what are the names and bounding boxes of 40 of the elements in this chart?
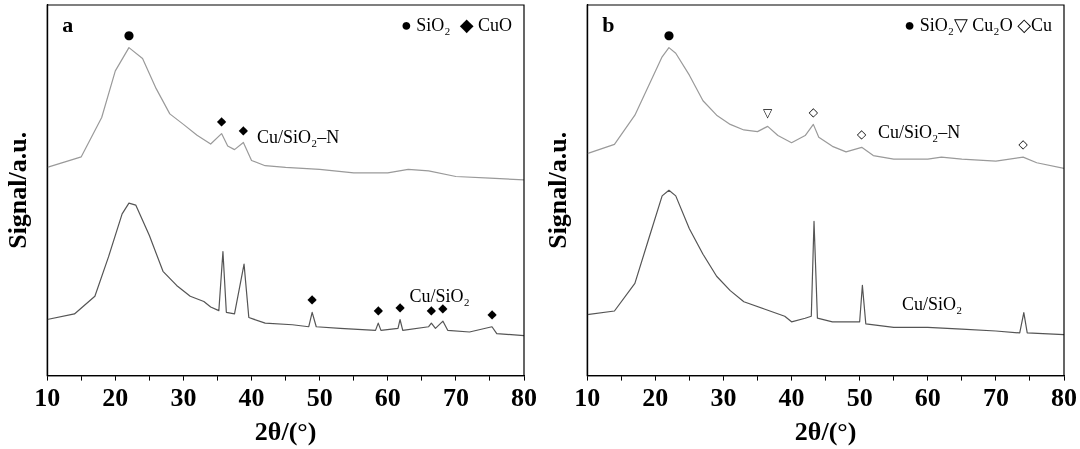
x-tick-label: 20 (102, 382, 129, 412)
annotation: ◇ (1018, 137, 1029, 152)
x-tick-label: 50 (846, 382, 873, 412)
x-tick-label: 80 (1051, 382, 1077, 412)
text: ● SiO₂ ◆ CuO (400, 14, 512, 35)
chart-title: a (62, 11, 74, 37)
x-tick-label: 40 (238, 382, 265, 412)
annotation: ◇ (857, 127, 868, 142)
x-tick-label: 70 (982, 382, 1009, 412)
chart-title: b (602, 11, 615, 37)
annotation: ◆ (373, 303, 384, 318)
annotation: ◆ (487, 306, 498, 321)
x-tick-label: 60 (374, 382, 401, 412)
annotation: ● (663, 27, 675, 42)
x-tick-label: 30 (710, 382, 737, 412)
x-axis-title: 2θ/(°) (254, 417, 317, 447)
annotation: ◆ (216, 113, 227, 128)
x-tick-label: 10 (574, 382, 601, 412)
x-tick-label: 40 (778, 382, 805, 412)
x-tick-label: 20 (642, 382, 669, 412)
annotation: ◇ (808, 104, 819, 119)
x-tick-label: 30 (170, 382, 197, 412)
annotation: ◆ (238, 122, 249, 137)
y-axis-title: Signal/a.u. (3, 131, 33, 249)
annotation: ▽ (763, 106, 774, 121)
annotation: ◆ (426, 303, 437, 318)
x-tick-label: 60 (914, 382, 941, 412)
x-tick-label: 10 (34, 382, 61, 412)
x-tick-label: 80 (511, 382, 537, 412)
series-label: Cu/SiO₂–N (878, 122, 961, 143)
y-axis-title: Signal/a.u. (543, 131, 573, 249)
annotation: ◆ (307, 292, 318, 307)
annotation: ◆ (395, 299, 406, 314)
x-tick-label: 50 (306, 382, 333, 412)
series-label: Cu/SiO₂–N (256, 126, 340, 147)
text: ● SiO₂▽ Cu₂O ◇Cu (904, 14, 1052, 35)
annotation: ● (123, 27, 135, 42)
series-label: Cu/SiO₂ (901, 293, 963, 314)
x-tick-label: 70 (442, 382, 469, 412)
x-axis-title: 2θ/(°) (794, 417, 857, 447)
